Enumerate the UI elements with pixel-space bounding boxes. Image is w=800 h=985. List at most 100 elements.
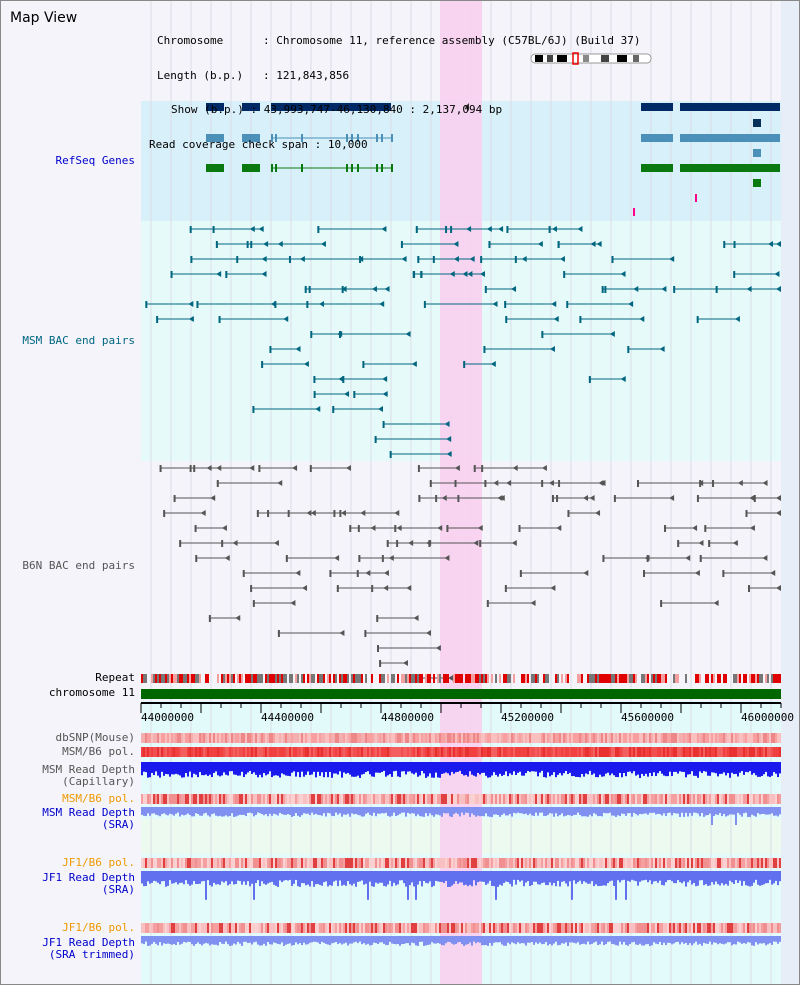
depth-mark	[391, 762, 393, 777]
depth-mark	[501, 807, 503, 815]
heat-mark	[547, 794, 549, 804]
depth-mark	[611, 807, 613, 816]
track-label-refseq-genes[interactable]: RefSeq Genes	[55, 154, 135, 167]
gene-block	[680, 164, 780, 172]
heat-mark	[555, 858, 557, 868]
heat-mark	[601, 923, 603, 933]
bac-end	[344, 391, 350, 397]
heat-mark	[645, 733, 647, 743]
heat-mark	[303, 747, 305, 757]
depth-mark	[677, 871, 679, 881]
depth-mark	[523, 762, 525, 776]
heat-mark	[611, 747, 613, 757]
track-label-b6n-bac[interactable]: B6N BAC end pairs	[22, 559, 135, 572]
depth-mark	[705, 871, 707, 885]
heat-mark	[725, 747, 727, 757]
depth-mark	[543, 807, 545, 816]
track-label-jf1-read-depth-sra[interactable]: JF1 Read Depth (SRA)	[42, 871, 135, 896]
heat-mark	[701, 923, 703, 933]
depth-mark	[479, 871, 481, 882]
heat-mark	[147, 747, 149, 757]
depth-mark	[285, 936, 287, 945]
depth-mark	[163, 762, 165, 776]
depth-mark	[547, 871, 549, 886]
bac-end	[339, 630, 345, 636]
depth-mark	[327, 807, 329, 813]
repeat-mark	[481, 674, 483, 683]
depth-mark	[201, 936, 203, 946]
track-label-msm-b6-pol-2[interactable]: MSM/B6 pol.	[62, 792, 135, 805]
bac-end	[310, 331, 313, 338]
heat-mark	[175, 794, 177, 804]
depth-mark	[775, 807, 777, 816]
track-label-msm-read-depth-sra[interactable]: MSM Read Depth (SRA)	[42, 806, 135, 831]
track-label-msm-read-depth-capillary[interactable]: MSM Read Depth (Capillary)	[42, 763, 135, 788]
depth-mark	[717, 871, 719, 885]
heat-mark	[763, 794, 765, 804]
depth-mark	[627, 762, 629, 772]
heat-mark	[573, 747, 575, 757]
depth-mark	[679, 807, 681, 817]
heat-mark	[383, 733, 385, 743]
bac-end	[514, 256, 517, 263]
track-label-msm-bac[interactable]: MSM BAC end pairs	[22, 334, 135, 347]
heat-mark	[429, 923, 431, 933]
heat-mark	[717, 733, 719, 743]
depth-mark	[589, 936, 591, 945]
heat-mark	[689, 794, 691, 804]
heat-mark	[433, 858, 435, 868]
track-label-dbsnp[interactable]: dbSNP(Mouse)	[55, 731, 135, 744]
track-label-jf1-read-depth-trimmed[interactable]: JF1 Read Depth (SRA trimmed)	[42, 936, 135, 961]
depth-mark	[223, 936, 225, 944]
depth-mark	[331, 936, 333, 944]
depth-mark	[237, 871, 239, 881]
heat-mark	[169, 923, 171, 933]
highlight-region	[440, 1, 482, 984]
heat-mark	[767, 923, 769, 933]
heat-mark	[607, 747, 609, 757]
track-label-chromosome[interactable]: chromosome 11	[48, 686, 135, 699]
heat-mark	[201, 794, 203, 804]
bac-end	[589, 495, 595, 501]
heat-mark	[209, 858, 211, 868]
heat-mark	[745, 794, 747, 804]
track-label-jf1-b6-pol-2[interactable]: JF1/B6 pol.	[62, 921, 135, 934]
depth-mark	[693, 807, 695, 813]
repeat-mark	[173, 674, 175, 683]
depth-mark	[417, 936, 419, 946]
heat-mark	[325, 747, 327, 757]
depth-mark	[745, 807, 747, 813]
heat-mark	[187, 923, 189, 933]
heat-mark	[619, 733, 621, 743]
bac-end	[261, 256, 267, 262]
heat-mark	[227, 858, 229, 868]
bac-end	[566, 301, 569, 308]
track-label-repeat[interactable]: Repeat	[95, 671, 135, 684]
bac-end	[349, 525, 352, 532]
heat-mark	[777, 923, 779, 933]
heat-mark	[667, 747, 669, 757]
heat-mark	[695, 923, 697, 933]
depth-mark	[509, 936, 511, 945]
heat-mark	[443, 923, 445, 933]
track-label-msm-b6-pol-1[interactable]: MSM/B6 pol.	[62, 745, 135, 758]
depth-mark	[173, 807, 175, 816]
heat-mark	[777, 747, 779, 757]
heat-mark	[537, 747, 539, 757]
heat-mark	[157, 794, 159, 804]
depth-mark	[339, 762, 341, 772]
depth-mark	[237, 807, 239, 816]
bac-end	[486, 226, 492, 232]
heat-mark	[635, 858, 637, 868]
depth-mark	[745, 762, 747, 772]
heat-mark	[501, 858, 503, 868]
depth-mark	[449, 762, 451, 776]
depth-mark	[281, 762, 283, 774]
heat-mark	[301, 733, 303, 743]
heat-mark	[733, 733, 735, 743]
bac-end	[708, 540, 711, 547]
heat-mark	[585, 747, 587, 757]
repeat-mark	[579, 674, 581, 683]
depth-mark	[147, 762, 149, 778]
track-label-jf1-b6-pol-1[interactable]: JF1/B6 pol.	[62, 856, 135, 869]
